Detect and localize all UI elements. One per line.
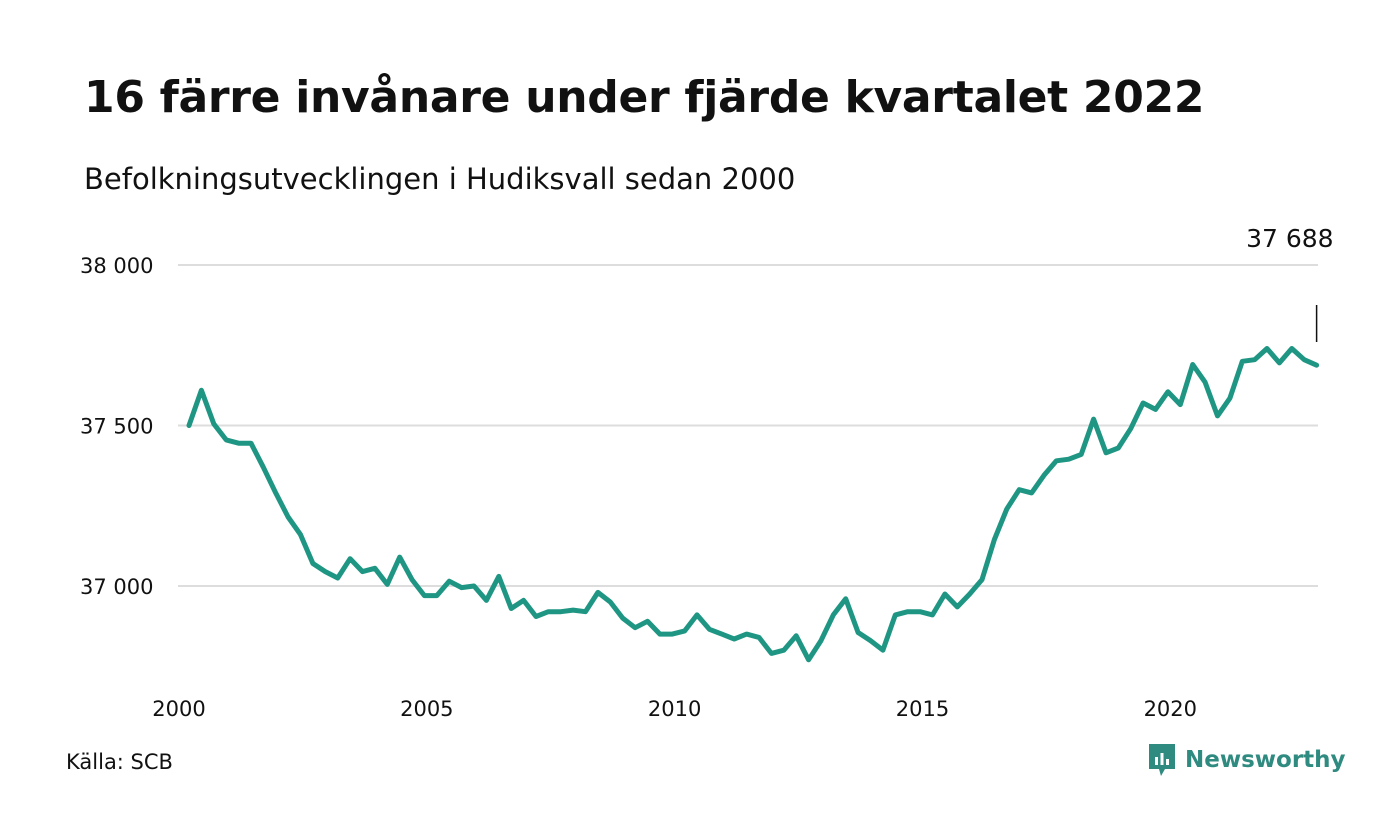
chart-title: 16 färre invånare under fjärde kvartalet…: [84, 72, 1205, 123]
newsworthy-logo-icon: [1149, 744, 1175, 776]
x-tick-label: 2000: [152, 697, 205, 721]
chart-subtitle: Befolkningsutvecklingen i Hudiksvall sed…: [84, 162, 796, 196]
annotation-label: 37 688: [1246, 224, 1333, 253]
y-tick-label: 37 000: [80, 575, 153, 599]
y-tick-label: 37 500: [80, 415, 153, 439]
x-tick-label: 2010: [648, 697, 701, 721]
brand-name: Newsworthy: [1185, 747, 1346, 773]
source-note: Källa: SCB: [66, 750, 173, 774]
brand-logo[interactable]: Newsworthy: [1147, 742, 1346, 778]
x-tick-label: 2005: [400, 697, 453, 721]
x-tick-label: 2015: [896, 697, 949, 721]
line-chart: 37 000 37 500 38 000 2000 2005 2010 2015 2020 37…: [80, 224, 1334, 721]
x-tick-label: 2020: [1144, 697, 1197, 721]
series-line: [186, 346, 1320, 663]
y-tick-label: 38 000: [80, 254, 153, 278]
